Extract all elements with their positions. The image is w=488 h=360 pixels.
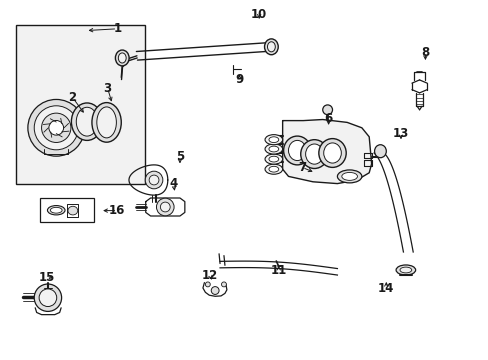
Ellipse shape	[288, 140, 305, 161]
Ellipse shape	[318, 139, 346, 167]
Ellipse shape	[47, 206, 65, 215]
Ellipse shape	[268, 156, 278, 162]
Ellipse shape	[395, 265, 415, 275]
Text: 4: 4	[169, 177, 177, 190]
Circle shape	[34, 106, 78, 150]
Ellipse shape	[300, 140, 327, 168]
Ellipse shape	[374, 145, 386, 158]
Text: 1: 1	[113, 22, 121, 35]
Ellipse shape	[305, 144, 323, 164]
Ellipse shape	[118, 53, 126, 63]
Ellipse shape	[68, 206, 78, 215]
Text: 13: 13	[392, 127, 408, 140]
Circle shape	[49, 121, 63, 135]
Circle shape	[39, 289, 57, 306]
Ellipse shape	[264, 164, 282, 174]
Ellipse shape	[115, 50, 129, 66]
Ellipse shape	[264, 135, 282, 145]
Circle shape	[28, 99, 84, 156]
Text: 6: 6	[324, 112, 332, 125]
Text: 2: 2	[68, 91, 76, 104]
Circle shape	[149, 175, 159, 185]
Text: 8: 8	[421, 46, 428, 59]
Bar	[40, 198, 94, 222]
Text: 10: 10	[250, 8, 267, 21]
Text: 12: 12	[202, 269, 218, 282]
Ellipse shape	[71, 103, 102, 140]
Ellipse shape	[341, 172, 357, 180]
Ellipse shape	[268, 137, 278, 143]
Ellipse shape	[97, 107, 116, 138]
Ellipse shape	[92, 103, 121, 142]
Ellipse shape	[264, 144, 282, 154]
Circle shape	[145, 171, 163, 189]
Circle shape	[160, 202, 170, 212]
Text: 16: 16	[109, 204, 125, 217]
Ellipse shape	[323, 143, 341, 163]
Text: 7: 7	[298, 161, 305, 174]
Text: 11: 11	[270, 264, 286, 276]
Bar	[16, 25, 145, 184]
Text: 5: 5	[176, 150, 183, 163]
Ellipse shape	[264, 39, 278, 55]
Ellipse shape	[267, 42, 275, 52]
Polygon shape	[282, 120, 371, 184]
Circle shape	[156, 198, 174, 216]
Ellipse shape	[76, 107, 98, 136]
Text: 9: 9	[235, 73, 243, 86]
Ellipse shape	[399, 267, 411, 273]
Circle shape	[211, 287, 219, 294]
Ellipse shape	[50, 207, 62, 213]
Ellipse shape	[268, 166, 278, 172]
Ellipse shape	[264, 154, 282, 164]
Circle shape	[322, 105, 332, 115]
Circle shape	[221, 282, 226, 287]
Circle shape	[34, 284, 61, 311]
Circle shape	[205, 282, 210, 287]
Text: 14: 14	[377, 282, 394, 294]
Text: 3: 3	[103, 82, 111, 95]
Circle shape	[41, 113, 71, 143]
Text: 15: 15	[38, 271, 55, 284]
Ellipse shape	[337, 170, 361, 183]
Ellipse shape	[268, 146, 278, 152]
Ellipse shape	[283, 136, 310, 165]
